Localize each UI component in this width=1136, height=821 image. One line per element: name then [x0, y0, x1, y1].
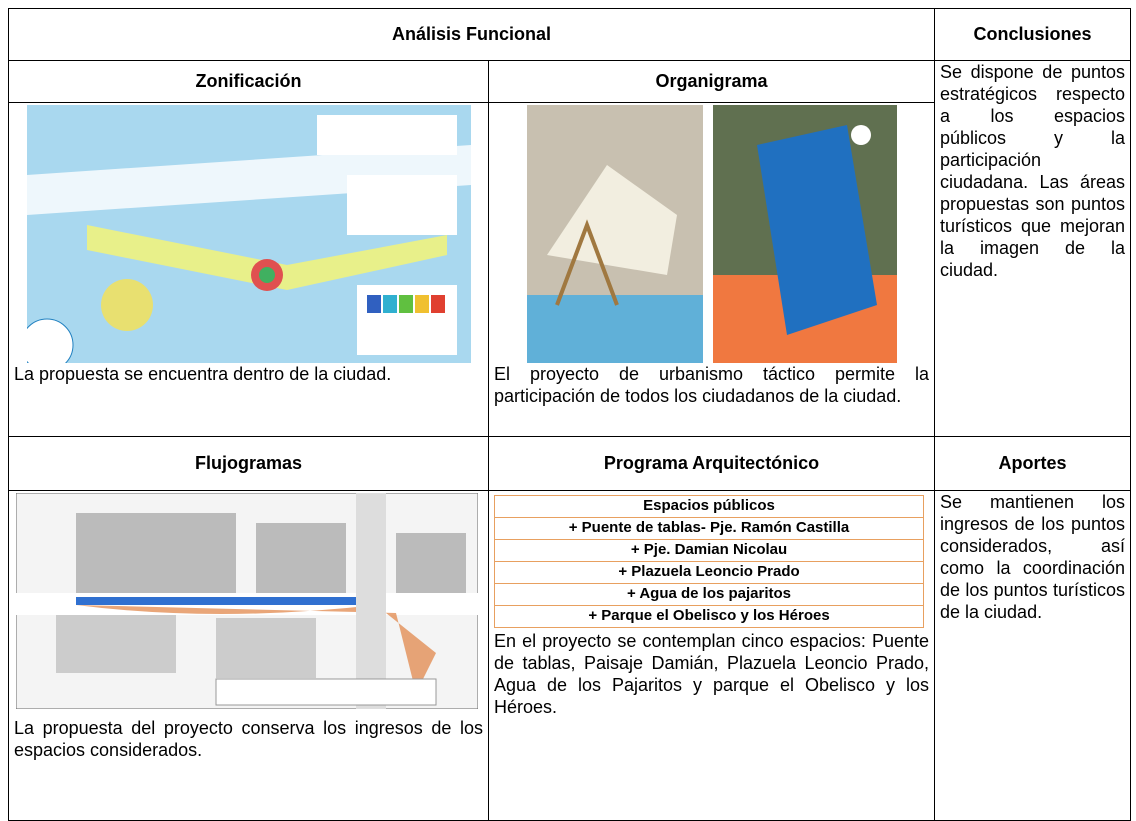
- header: Análisis Funcional: [8, 8, 935, 61]
- program-item: + Pje. Damian Nicolau: [494, 539, 924, 562]
- program-item: + Plazuela Leoncio Prado: [494, 561, 924, 584]
- heading: Programa Arquitectónico: [488, 436, 935, 491]
- cell: Espacios públicos + Puente de tablas- Pj…: [488, 490, 935, 821]
- heading: Aportes: [934, 436, 1131, 491]
- caption: En el proyecto se contemplan cinco espac…: [494, 631, 929, 717]
- cell: Se dispone de puntos estratégicos respec…: [934, 60, 1131, 437]
- caption: El proyecto de urbanismo táctico permite…: [494, 364, 929, 406]
- heading: Zonificación: [8, 60, 489, 103]
- program-item: + Puente de tablas- Pje. Ramón Castilla: [494, 517, 924, 540]
- analysis-table: Análisis Funcional Conclusiones Zonifica…: [8, 8, 1131, 821]
- organigram-image: [526, 105, 897, 363]
- contribution-text: Se mantienen los ingresos de los puntos …: [940, 492, 1125, 622]
- zoning-image: [26, 105, 471, 363]
- program-item: + Agua de los pajaritos: [494, 583, 924, 606]
- program-table: Espacios públicos + Puente de tablas- Pj…: [494, 495, 924, 628]
- cell: La propuesta del proyecto conserva los i…: [8, 490, 489, 821]
- cell: Se mantienen los ingresos de los puntos …: [934, 490, 1131, 821]
- caption: La propuesta del proyecto conserva los i…: [14, 718, 483, 760]
- header: Conclusiones: [934, 8, 1131, 61]
- caption: La propuesta se encuentra dentro de la c…: [14, 364, 392, 384]
- program-title: Espacios públicos: [494, 495, 924, 518]
- program-item: + Parque el Obelisco y los Héroes: [494, 605, 924, 628]
- cell: La propuesta se encuentra dentro de la c…: [8, 102, 489, 437]
- cell: El proyecto de urbanismo táctico permite…: [488, 102, 935, 437]
- flow-image: [16, 493, 478, 709]
- heading: Flujogramas: [8, 436, 489, 491]
- heading: Organigrama: [488, 60, 935, 103]
- conclusion-text: Se dispone de puntos estratégicos respec…: [940, 62, 1125, 280]
